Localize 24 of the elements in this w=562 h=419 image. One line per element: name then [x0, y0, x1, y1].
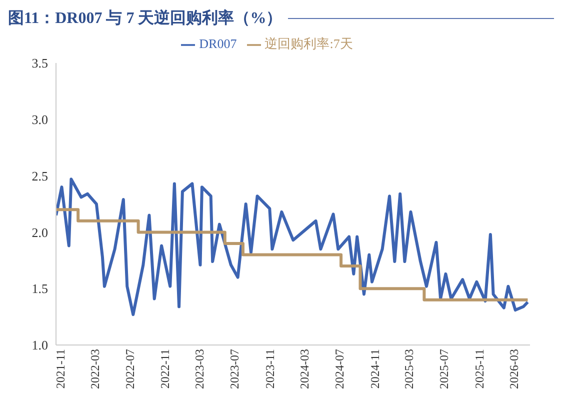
x-tick-label: 2022-03 [88, 349, 102, 389]
legend-label: DR007 [199, 36, 237, 51]
line-series [56, 178, 530, 316]
x-tick-label: 2024-07 [332, 349, 347, 389]
y-tick-label: 3.5 [32, 56, 48, 71]
chart-title: 图11：DR007 与 7 天逆回购利率（%） [8, 8, 282, 29]
x-tick-label: 2022-11 [158, 349, 172, 389]
x-tick-label: 2025-07 [437, 349, 452, 389]
x-tick-label: 2023-11 [262, 349, 277, 389]
x-tick-label: 2025-11 [472, 349, 486, 389]
legend-label: 逆回购利率:7天 [264, 36, 353, 51]
y-tick-label: 1.0 [32, 338, 48, 353]
x-tick-label: 2021-11 [54, 349, 68, 389]
x-tick-label: 2024-03 [298, 349, 312, 389]
x-tick-label: 2023-07 [228, 349, 242, 389]
x-tick-label: 2026-03 [506, 349, 521, 389]
y-tick-label: 2.0 [32, 224, 48, 240]
y-tick-label: 3.0 [32, 112, 48, 128]
x-tick-label: 2024-11 [368, 349, 382, 389]
x-tick-label: 2025-03 [402, 349, 416, 389]
y-tick-label: 2.5 [32, 168, 48, 184]
y-tick-label: 1.5 [32, 281, 48, 296]
x-tick-label: 2022-07 [122, 349, 137, 389]
x-tick-label: 2023-03 [192, 349, 207, 389]
